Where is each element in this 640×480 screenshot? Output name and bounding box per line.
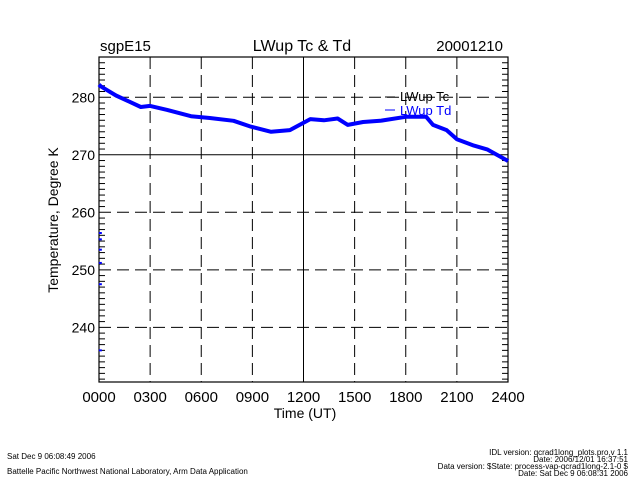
x-tick-label: 1500: [338, 389, 371, 406]
x-tick-label: 1200: [287, 389, 320, 406]
chart-title: LWup Tc & Td: [253, 38, 351, 55]
site-label: sgpE15: [100, 38, 151, 55]
grid: [99, 57, 508, 382]
x-tick-label: 2100: [440, 389, 473, 406]
outlier-point: [98, 349, 102, 352]
x-tick-label: 0900: [236, 389, 269, 406]
y-tick-label: 280: [72, 89, 96, 105]
outlier-point: [98, 283, 102, 286]
axes: 0000 0300 0600 0900 1200 1500 1800 2100 2400 240 2…: [72, 56, 525, 406]
legend: LWup Tc LWup Td: [385, 89, 451, 118]
outlier-point: [98, 261, 102, 264]
x-tick-label: 0600: [185, 389, 218, 406]
x-tick-label: 0000: [82, 389, 115, 406]
plot-frame: [98, 56, 509, 383]
y-tick-label: 270: [72, 147, 96, 163]
x-tick-label: 0300: [133, 389, 166, 406]
y-tick-label: 260: [72, 204, 96, 220]
footer-left-1: Sat Dec 9 06:08:49 2006: [7, 452, 96, 461]
legend-label-td: LWup Td: [400, 103, 451, 118]
footer-right-3: Data version: $State: process-vap-qcrad1…: [438, 462, 629, 471]
y-tick-label: 240: [72, 319, 96, 335]
x-tick-label: 2400: [491, 389, 524, 406]
outlier-point: [98, 238, 102, 241]
x-tick-label: 1800: [389, 389, 422, 406]
series-layer: [97, 83, 510, 352]
footer-left-2: Battelle Pacific Northwest National Labo…: [7, 467, 248, 476]
series-line-lwup-td: [97, 83, 510, 163]
y-tick-label: 250: [72, 262, 96, 278]
legend-label-tc: LWup Tc: [400, 89, 450, 104]
footer-right-2: Date: 2006/12/01 16:37:51: [533, 455, 628, 464]
footer-right-1: IDL version: qcrad1long_plots.pro,v 1.1: [489, 448, 628, 457]
y-axis-label: Temperature, Degree K: [45, 147, 61, 293]
outlier-point: [98, 232, 102, 235]
x-axis-label: Time (UT): [274, 405, 336, 421]
date-label: 20001210: [436, 38, 503, 55]
footer-right-4: Date: Sat Dec 9 06:08:31 2006: [518, 469, 628, 478]
outlier-point: [98, 248, 102, 251]
